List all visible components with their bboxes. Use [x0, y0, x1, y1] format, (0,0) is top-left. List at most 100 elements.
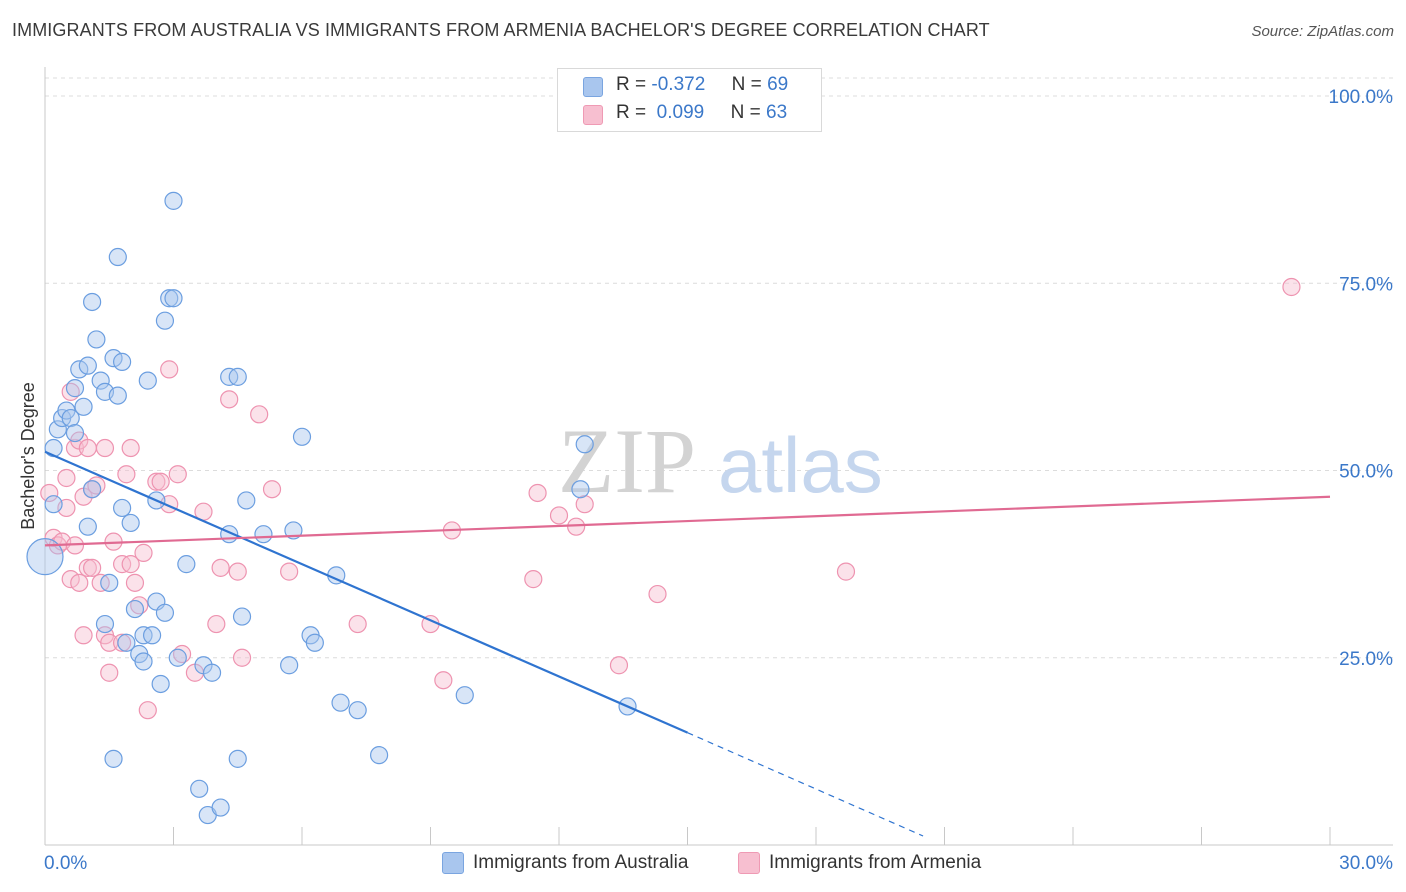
australia-trend-line [44, 450, 688, 734]
y-tick-label: 75.0% [1339, 274, 1393, 295]
australia-point [155, 603, 175, 622]
armenia-point [207, 614, 226, 634]
armenia-point [567, 517, 586, 536]
armenia-point [220, 390, 239, 409]
armenia-point [121, 555, 140, 574]
legend-label: Immigrants from Australia [473, 852, 689, 873]
australia-trend-extension [687, 732, 924, 837]
armenia-point [280, 562, 299, 581]
armenia-point [549, 506, 569, 525]
australia-point [117, 633, 136, 652]
armenia-point [348, 614, 367, 634]
armenia-point [78, 438, 97, 458]
y-tick-label: 25.0% [1339, 649, 1393, 670]
australia-point [112, 352, 132, 371]
australia-point [168, 648, 187, 667]
australia-point [87, 330, 106, 349]
australia-point [228, 749, 247, 768]
australia-swatch [442, 852, 464, 874]
armenia-point [151, 472, 170, 491]
australia-point [254, 525, 273, 544]
r-value: 0.099 [656, 102, 705, 123]
australia-point [100, 573, 119, 592]
legend-row-australia: R = -0.372 N = 69 [558, 73, 821, 99]
australia-point [211, 798, 230, 817]
australia-point [575, 435, 594, 454]
y-tick-label: 50.0% [1339, 462, 1393, 483]
australia-point [134, 652, 153, 671]
australia-point [83, 480, 102, 499]
armenia-point [434, 671, 453, 690]
armenia-point [57, 468, 76, 488]
r-label: R = [616, 74, 647, 95]
australia-point [280, 656, 299, 675]
australia-points [26, 191, 637, 825]
australia-point [331, 693, 350, 712]
australia-point [151, 674, 170, 694]
australia-point [61, 408, 80, 428]
australia-point [65, 379, 85, 398]
australia-point [65, 423, 85, 443]
australia-point [78, 517, 97, 536]
armenia-point [648, 584, 667, 604]
armenia-point [836, 562, 856, 581]
armenia-point [228, 562, 247, 581]
armenia-swatch [738, 852, 760, 874]
australia-point [370, 746, 389, 765]
australia-point [91, 371, 110, 390]
armenia-point [1282, 277, 1301, 297]
australia-point [26, 538, 64, 576]
australia-point [155, 311, 175, 330]
australia-swatch [583, 77, 603, 97]
axes [44, 67, 1393, 846]
australia-point [125, 599, 145, 619]
australia-point [571, 480, 590, 499]
australia-point [108, 247, 127, 267]
n-value: 69 [767, 74, 789, 95]
armenia-point [147, 472, 166, 491]
australia-point [348, 701, 367, 720]
armenia-point [83, 558, 102, 577]
australia-point [164, 191, 183, 210]
armenia-trend-line [44, 495, 1331, 547]
australia-point [138, 371, 157, 390]
legend-label: Immigrants from Armenia [769, 852, 982, 873]
axis-labels: 25.0% 50.0% 75.0% 100.0% 0.0% 30.0% Bachelor's… [18, 87, 1393, 874]
armenia-point [78, 558, 97, 577]
armenia-point [250, 405, 269, 424]
watermark: ZIP atlas [558, 410, 883, 512]
n-label: N = [731, 74, 762, 95]
correlation-legend: R = -0.372 N = 69 R = 0.099 N = 63 [557, 68, 822, 132]
australia-point [112, 498, 132, 518]
r-value: -0.372 [651, 74, 706, 95]
australia-point [177, 555, 196, 574]
armenia-point [121, 438, 140, 458]
x-tick-label: 0.0% [44, 853, 87, 874]
australia-point [455, 686, 474, 705]
y-axis-title: Bachelor's Degree [18, 382, 38, 530]
armenia-point [112, 633, 132, 652]
armenia-point [609, 656, 629, 675]
armenia-point [160, 360, 179, 379]
armenia-point [125, 573, 145, 592]
armenia-point [262, 480, 282, 499]
armenia-point [40, 483, 59, 503]
australia-point [108, 386, 127, 405]
x-tick-label: 30.0% [1339, 853, 1393, 874]
australia-point [160, 289, 179, 308]
armenia-point [575, 495, 594, 514]
armenia-point [232, 648, 252, 667]
armenia-point [524, 570, 543, 589]
armenia-point [211, 558, 230, 577]
australia-point [305, 633, 324, 652]
n-label: N = [730, 102, 761, 123]
australia-point [190, 779, 209, 798]
source-label: Source: ZipAtlas.com [1251, 23, 1394, 40]
armenia-point [100, 663, 119, 682]
armenia-point [138, 701, 157, 720]
australia-point [228, 367, 247, 386]
trend-lines [44, 450, 1331, 837]
legend-text-armenia: R = 0.099 N = 63 [616, 102, 787, 124]
grid-lines [45, 77, 1393, 659]
australia-point [104, 749, 123, 768]
